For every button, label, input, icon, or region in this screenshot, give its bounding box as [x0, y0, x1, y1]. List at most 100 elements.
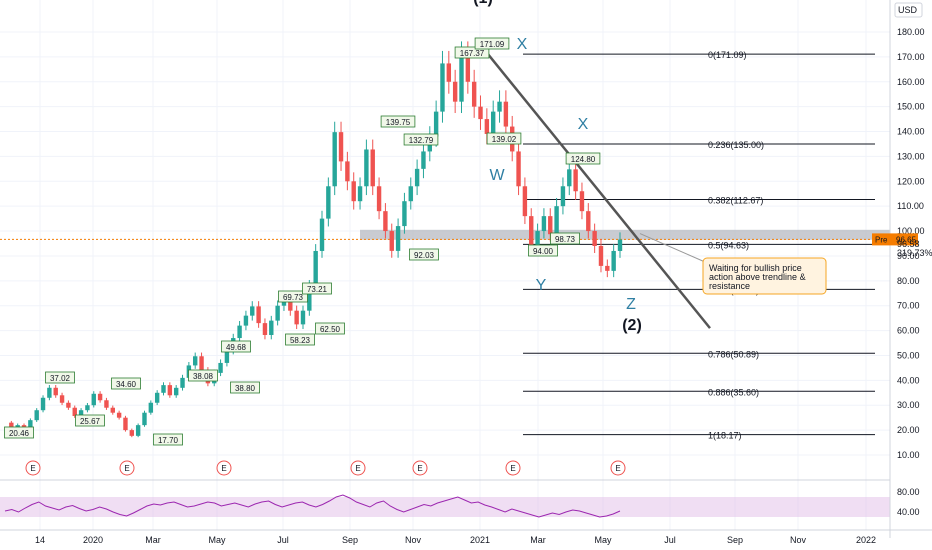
candle-body — [376, 186, 382, 212]
x-tick-label: Sep — [342, 535, 358, 545]
price-axis[interactable]: USD 10.00 20.00 30.00 40.00 50.00 60.00 70.00 80… — [889, 0, 925, 538]
candle-body — [598, 245, 604, 266]
y-tick-label: 120.00 — [897, 176, 925, 186]
candle-body — [53, 387, 58, 396]
swing-label: 98.73 — [555, 235, 576, 244]
candle-body — [34, 410, 39, 421]
candle-body — [97, 393, 103, 401]
swing-label: 25.67 — [80, 417, 101, 426]
x-tick-label: 14 — [35, 535, 45, 545]
candle-body — [9, 422, 14, 428]
candle-body — [104, 400, 109, 408]
candle-body — [414, 168, 420, 187]
swing-labels: 20.46 37.02 25.67 34.60 17.70 38.08 49.68 38.80… — [4, 37, 601, 446]
currency-box — [894, 2, 923, 18]
candle-body — [243, 315, 249, 326]
candle-body — [529, 216, 534, 246]
candle-body — [180, 377, 185, 388]
candle-body — [116, 412, 122, 418]
grid — [0, 0, 890, 530]
candle-body — [446, 63, 452, 82]
candle-body — [490, 111, 496, 134]
swing-label-box — [409, 248, 439, 261]
wave-label: W — [489, 167, 505, 184]
candle-body — [402, 201, 407, 227]
candle-body — [522, 186, 528, 217]
candle-body — [275, 305, 280, 321]
candle-body — [135, 425, 141, 436]
x-tick-label: Mar — [530, 535, 546, 545]
y-tick-label: 80.00 — [897, 276, 920, 286]
candle-body — [237, 325, 242, 339]
candle-body — [395, 226, 401, 251]
swing-label-box — [111, 377, 141, 390]
earnings-event-marker — [610, 460, 626, 476]
swing-label: 20.46 — [9, 429, 30, 438]
candle-body — [218, 362, 223, 373]
elliott-wave-labels: X X W Y Z (2) (1) — [473, 0, 642, 334]
swing-label-box — [565, 152, 601, 165]
swing-label-box — [45, 371, 75, 384]
x-tick-label: Jul — [277, 535, 289, 545]
swing-label-box — [188, 369, 218, 382]
swing-label: 69.73 — [283, 293, 304, 302]
swing-label: 58.23 — [290, 336, 311, 345]
candle-body — [605, 265, 610, 271]
candle-body — [440, 63, 445, 112]
candle-body — [357, 186, 363, 202]
earnings-event-marker — [350, 460, 366, 476]
candle-body — [78, 410, 84, 417]
swing-label-box — [528, 244, 558, 257]
swing-label: 62.50 — [320, 325, 341, 334]
swing-label: 167.37 — [460, 49, 485, 58]
candle-body — [370, 149, 375, 187]
candle-body — [579, 191, 585, 212]
premarket-price-tag — [872, 233, 918, 246]
candle-body — [110, 407, 115, 413]
candle-body — [586, 211, 591, 232]
earnings-event-marker — [119, 460, 135, 476]
candle-body — [288, 297, 293, 311]
candle-body — [173, 387, 179, 396]
candle-body — [611, 250, 616, 271]
candle-body — [567, 169, 572, 187]
note-box — [702, 257, 827, 295]
candle-body — [300, 310, 306, 325]
earnings-event-label: E — [30, 464, 35, 473]
swing-label-box — [403, 133, 439, 146]
swing-label: 139.75 — [386, 118, 411, 127]
candle-body — [167, 385, 173, 396]
candle-body — [59, 395, 65, 403]
swing-label-box — [75, 414, 105, 427]
candle-body — [307, 285, 312, 311]
candle-body — [256, 306, 261, 324]
swing-label-box — [4, 426, 34, 439]
resistance-band — [360, 229, 890, 240]
candle-body — [433, 111, 439, 137]
swing-label-box — [454, 46, 490, 59]
candle-body — [250, 306, 255, 316]
earnings-event-label: E — [510, 464, 515, 473]
candle-body — [471, 81, 477, 107]
candle-body — [459, 54, 464, 102]
trendline[interactable] — [487, 53, 711, 329]
premarket-value: 96.65 — [896, 235, 917, 244]
candle-body — [123, 417, 128, 431]
candle-body — [332, 132, 337, 187]
candle-body — [199, 356, 204, 371]
candle-body — [478, 106, 483, 120]
candle-body — [389, 231, 394, 251]
time-axis[interactable]: 14 2020 Mar May Jul Sep Nov 2021 Mar May Jul Sep Nov… — [0, 529, 932, 545]
candle-body — [465, 54, 471, 82]
x-tick-label: May — [208, 535, 226, 545]
x-tick-label: Mar — [145, 535, 161, 545]
swing-label: 38.80 — [235, 384, 256, 393]
candle-body — [224, 350, 230, 363]
candle-body — [383, 211, 388, 232]
swing-label-box — [486, 132, 522, 145]
candle-body — [15, 425, 20, 428]
y-tick-label: 140.00 — [897, 127, 925, 137]
